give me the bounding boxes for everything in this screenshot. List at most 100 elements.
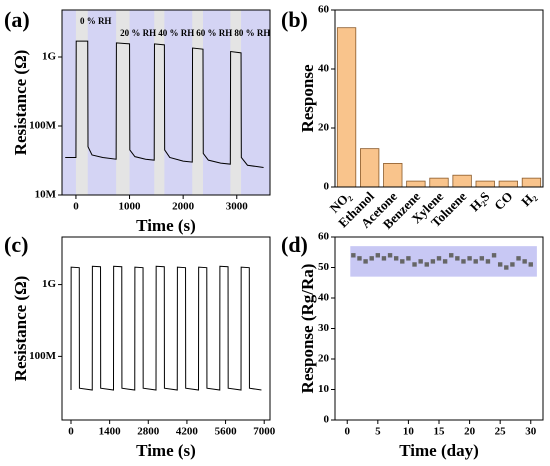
point <box>528 262 533 267</box>
y-tick-label: 30 <box>318 322 330 334</box>
shaded-band <box>154 10 165 195</box>
point <box>491 253 497 258</box>
x-tick-label: 0 <box>73 201 79 213</box>
point <box>442 259 448 264</box>
point <box>400 259 405 264</box>
y-tick-label: 0 <box>324 181 330 193</box>
bar <box>429 177 449 188</box>
y-tick-label: 100M <box>29 120 57 132</box>
x-tick-label: 2800 <box>137 426 160 438</box>
x-tick-label: 5600 <box>215 426 238 438</box>
x-tick-label: 3000 <box>226 201 249 213</box>
plot-frame <box>334 9 544 188</box>
data-line <box>65 40 264 169</box>
x-tick-label: H₂ <box>518 189 539 210</box>
shaded-band <box>116 10 130 195</box>
annotation: 80 % RH <box>234 28 270 38</box>
panel-label: (b) <box>281 7 308 32</box>
y-tick-label: 20 <box>318 353 330 365</box>
y-tick-label: 1G <box>42 278 57 290</box>
bar <box>383 162 403 188</box>
plot-frame <box>61 236 271 421</box>
point <box>357 256 362 261</box>
x-tick-label: 25 <box>495 426 507 438</box>
bar <box>360 148 380 188</box>
y-tick-label: 60 <box>318 231 330 243</box>
panel-label: (a) <box>4 7 30 32</box>
x-axis-label: Time (s) <box>136 216 196 235</box>
point <box>369 256 374 261</box>
x-tick-label: 4200 <box>176 426 199 438</box>
x-tick-label: 0 <box>344 426 350 438</box>
annotation: 40 % RH <box>158 28 194 38</box>
shaded-band <box>192 10 203 195</box>
bar <box>475 180 495 188</box>
point <box>436 256 442 261</box>
point <box>381 256 387 261</box>
bar <box>452 174 472 188</box>
panel-label: (d) <box>281 232 308 257</box>
point <box>430 259 436 264</box>
point <box>363 259 368 264</box>
annotation: 0 % RH <box>80 16 112 26</box>
data-line <box>70 265 262 391</box>
y-tick-label: 10M <box>35 189 57 201</box>
y-tick-label: 60 <box>318 4 330 16</box>
bar <box>498 180 518 188</box>
point <box>479 256 485 261</box>
y-tick-label: 50 <box>318 261 330 273</box>
shaded-band <box>75 10 88 195</box>
y-tick-label: 40 <box>318 292 330 304</box>
point <box>510 262 515 267</box>
y-axis-label: Response <box>298 64 317 132</box>
y-tick-label: 0 <box>324 414 330 426</box>
point <box>375 253 381 258</box>
x-tick-label: 5 <box>375 426 381 438</box>
x-tick-label: 0 <box>68 426 74 438</box>
x-tick-label: 1000 <box>119 201 142 213</box>
plot-frame <box>334 236 544 421</box>
y-tick-label: 40 <box>318 63 330 75</box>
x-tick-label: 15 <box>434 426 446 438</box>
x-tick-label: 1400 <box>99 426 122 438</box>
plot-frame <box>61 9 271 196</box>
panel-label: (c) <box>4 232 28 257</box>
x-axis-label: Time (s) <box>136 441 196 460</box>
point <box>393 256 399 261</box>
point <box>424 262 429 267</box>
x-tick-label: 7000 <box>253 426 276 438</box>
bar <box>406 180 426 188</box>
y-axis-label: Response (Rg/Ra) <box>298 264 317 394</box>
point <box>387 253 393 258</box>
point <box>497 262 503 267</box>
x-tick-label: 2000 <box>172 201 195 213</box>
x-tick-label: 10 <box>403 426 415 438</box>
point <box>406 256 411 261</box>
x-tick-label: 20 <box>464 426 476 438</box>
point <box>412 262 417 267</box>
y-axis-label: Resistance (Ω) <box>11 50 30 156</box>
point <box>461 259 466 264</box>
point <box>504 265 509 270</box>
point <box>522 259 527 264</box>
shaded-band <box>230 10 242 195</box>
point <box>473 259 478 264</box>
y-tick-label: 100M <box>29 350 57 362</box>
bar <box>521 177 542 188</box>
point <box>485 259 491 264</box>
annotation: 60 % RH <box>196 28 232 38</box>
point <box>467 256 472 261</box>
point <box>455 256 460 261</box>
point <box>418 259 423 264</box>
point <box>516 256 521 261</box>
x-tick-label: H₂S <box>467 189 493 215</box>
point <box>351 253 356 258</box>
y-tick-label: 1G <box>42 51 57 63</box>
y-tick-label: 10 <box>318 383 330 395</box>
x-tick-label: 30 <box>525 426 537 438</box>
point <box>449 253 454 258</box>
y-tick-label: 20 <box>318 122 330 134</box>
annotation: 20 % RH <box>120 28 156 38</box>
x-tick-label: CO <box>491 189 515 213</box>
